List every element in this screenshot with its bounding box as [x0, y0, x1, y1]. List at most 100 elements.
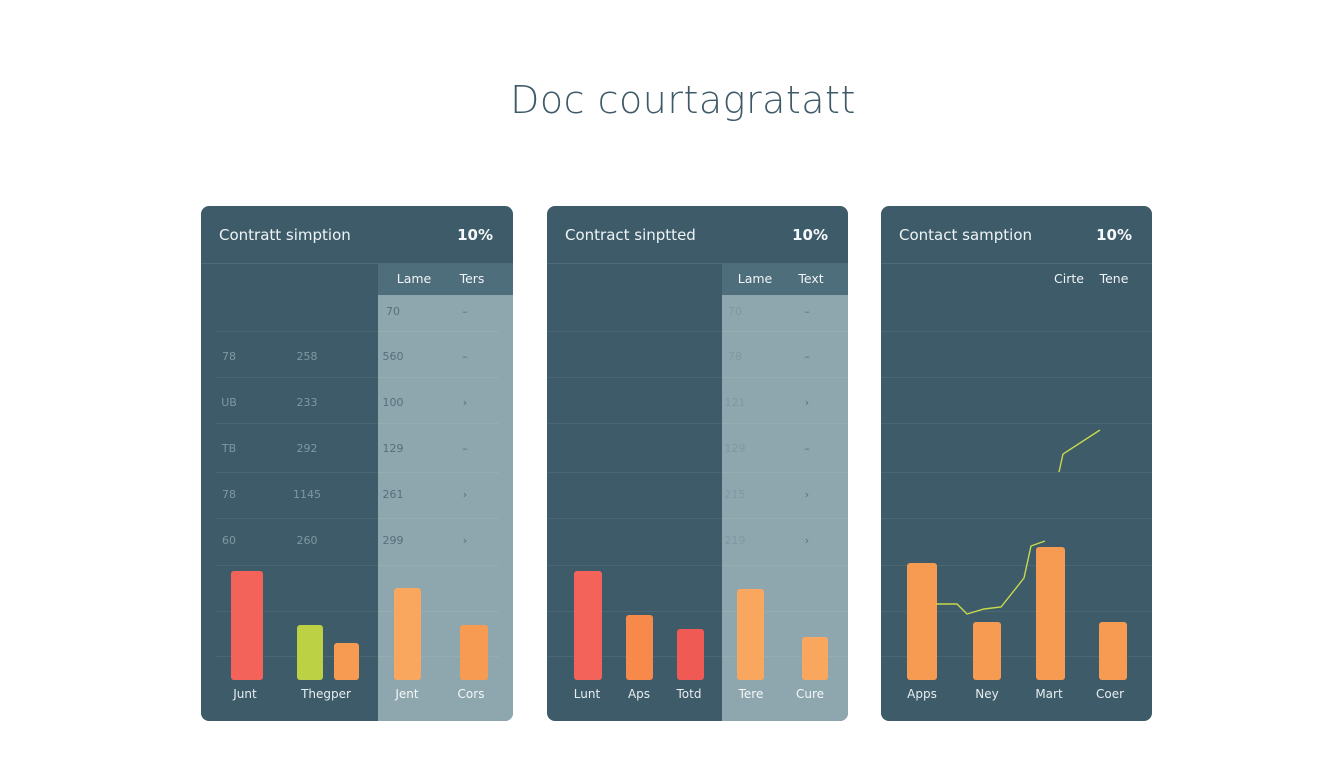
table-cell: 560: [382, 350, 404, 363]
table-cell: ›: [804, 488, 810, 501]
table-cell: –: [462, 442, 468, 455]
grid-line: [547, 518, 848, 519]
grid-line: [215, 611, 499, 612]
table-cell: 261: [382, 488, 404, 501]
grid-line: [547, 472, 848, 473]
grid-line: [881, 518, 1152, 519]
bar: [297, 625, 323, 680]
grid-line: [881, 472, 1152, 473]
bar: [802, 637, 828, 680]
table-cell: ›: [804, 396, 810, 409]
category-label: Cors: [457, 687, 485, 701]
bar: [231, 571, 263, 680]
table-cell: 78: [222, 350, 236, 363]
table-cell: 260: [296, 534, 318, 547]
grid-line: [215, 518, 499, 519]
grid-line: [881, 423, 1152, 424]
grid-line: [547, 377, 848, 378]
grid-line: [215, 331, 499, 332]
grid-line: [881, 331, 1152, 332]
table-cell: –: [462, 350, 468, 363]
table-cell: 60: [222, 534, 236, 547]
bar: [907, 563, 937, 680]
table-cell: 292: [296, 442, 318, 455]
table-cell: –: [804, 350, 810, 363]
column-header-bar: [722, 263, 848, 295]
table-cell: ›: [462, 534, 468, 547]
grid-line: [881, 656, 1152, 657]
card-title: Contact samption: [899, 226, 1033, 244]
category-label: Aps: [627, 687, 651, 701]
grid-line: [215, 423, 499, 424]
table-cell: 100: [382, 396, 404, 409]
bar: [737, 589, 764, 680]
chart-card-2: Contract sinptted 10% Lame Text 70 – 78 – 12…: [547, 206, 848, 721]
column-header: Text: [798, 271, 824, 286]
table-cell: ›: [804, 534, 810, 547]
grid-line: [547, 331, 848, 332]
card-title: Contratt simption: [219, 226, 351, 244]
table-cell: 78: [728, 350, 742, 363]
category-label: Junt: [233, 687, 257, 701]
table-cell: –: [804, 305, 810, 318]
grid-line: [215, 377, 499, 378]
card-percent: 10%: [1096, 226, 1132, 244]
table-cell: 215: [724, 488, 746, 501]
column-header: Ters: [459, 271, 485, 286]
table-cell: –: [462, 305, 468, 318]
bar: [460, 625, 488, 680]
bar: [1099, 622, 1127, 680]
column-header: Lame: [737, 271, 773, 286]
column-header-bar: [378, 263, 513, 295]
category-label: Coer: [1095, 687, 1125, 701]
bar: [1036, 547, 1065, 680]
bar: [574, 571, 602, 680]
bar: [677, 629, 704, 680]
table-cell: 129: [382, 442, 404, 455]
card-header: Contract sinptted 10%: [547, 206, 848, 264]
bar: [334, 643, 359, 680]
category-label: Apps: [907, 687, 937, 701]
grid-line: [881, 377, 1152, 378]
card-percent: 10%: [792, 226, 828, 244]
card-percent: 10%: [457, 226, 493, 244]
grid-line: [215, 565, 499, 566]
grid-line: [547, 423, 848, 424]
table-cell: –: [804, 442, 810, 455]
table-cell: 219: [724, 534, 746, 547]
table-cell: 299: [382, 534, 404, 547]
category-label: Mart: [1035, 687, 1063, 701]
trend-line-lower: [936, 540, 1046, 615]
table-cell: TB: [221, 442, 237, 455]
column-header: Lame: [396, 271, 432, 286]
card-title: Contract sinptted: [565, 226, 696, 244]
table-cell: ›: [462, 488, 468, 501]
category-label: Lunt: [573, 687, 601, 701]
chart-card-3: Contact samption 10% Cirte Tene Apps Ney M…: [881, 206, 1152, 721]
table-cell: 121: [724, 396, 746, 409]
grid-line: [215, 472, 499, 473]
column-header: Cirte: [1054, 271, 1084, 286]
column-header: Tene: [1099, 271, 1129, 286]
table-cell: ›: [462, 396, 468, 409]
table-cell: 70: [728, 305, 742, 318]
table-cell: 233: [296, 396, 318, 409]
category-label: Tere: [738, 687, 764, 701]
table-cell: 1145: [293, 488, 321, 501]
grid-line: [547, 611, 848, 612]
category-label: Ney: [975, 687, 999, 701]
grid-line: [547, 565, 848, 566]
chart-card-1: Contratt simption 10% Lame Ters 70 – 78 258…: [201, 206, 513, 721]
table-cell: 258: [296, 350, 318, 363]
table-cell: 70: [386, 305, 400, 318]
category-label: Jent: [395, 687, 419, 701]
bar: [973, 622, 1001, 680]
trend-line-upper: [1058, 429, 1101, 473]
category-label: Thegper: [301, 687, 351, 701]
table-cell: 129: [724, 442, 746, 455]
page-title: Doc courtagratatt: [510, 78, 856, 122]
bar: [626, 615, 653, 680]
table-cell: 78: [222, 488, 236, 501]
card-header: Contratt simption 10%: [201, 206, 513, 264]
category-label: Cure: [795, 687, 825, 701]
